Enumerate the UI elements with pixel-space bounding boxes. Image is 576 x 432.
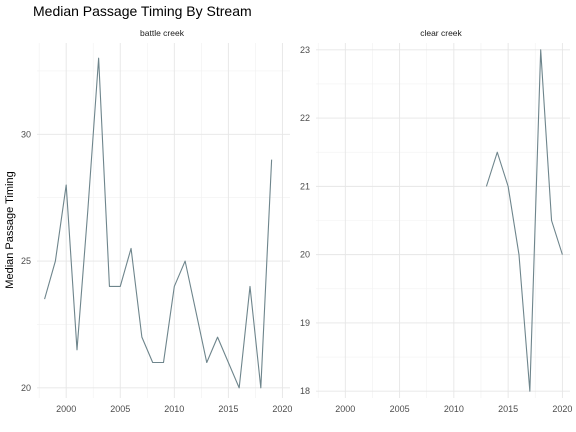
x-tick-label: 2000 [335,404,355,414]
x-tick-label: 2015 [218,404,238,414]
facet-label: clear creek [420,28,462,38]
x-tick-label: 2020 [272,404,292,414]
x-tick-label: 2010 [164,404,184,414]
grid [316,43,570,398]
x-tick-label: 2005 [110,404,130,414]
series-line [485,49,563,392]
grid [37,43,290,398]
x-tick-label: 2015 [498,404,518,414]
series-line [44,57,273,389]
x-tick-label: 2005 [390,404,410,414]
chart-title: Median Passage Timing By Stream [33,3,252,19]
y-tick-label: 25 [21,256,31,266]
y-tick-label: 19 [300,318,310,328]
x-tick-label: 2000 [56,404,76,414]
y-tick-label: 22 [300,113,310,123]
y-axis-title: Median Passage Timing [4,171,16,288]
facet-label: battle creek [140,28,185,38]
y-tick-label: 23 [300,45,310,55]
facet-clear-creek: clear creek 2000 2005 2010 2015 2020 18 19 20 21… [300,28,572,414]
y-tick-label: 20 [21,383,31,393]
x-tick-label: 2010 [444,404,464,414]
y-tick-label: 30 [21,129,31,139]
y-tick-label: 18 [300,386,310,396]
y-tick-label: 20 [300,250,310,260]
y-tick-label: 21 [300,181,310,191]
x-tick-label: 2020 [552,404,572,414]
